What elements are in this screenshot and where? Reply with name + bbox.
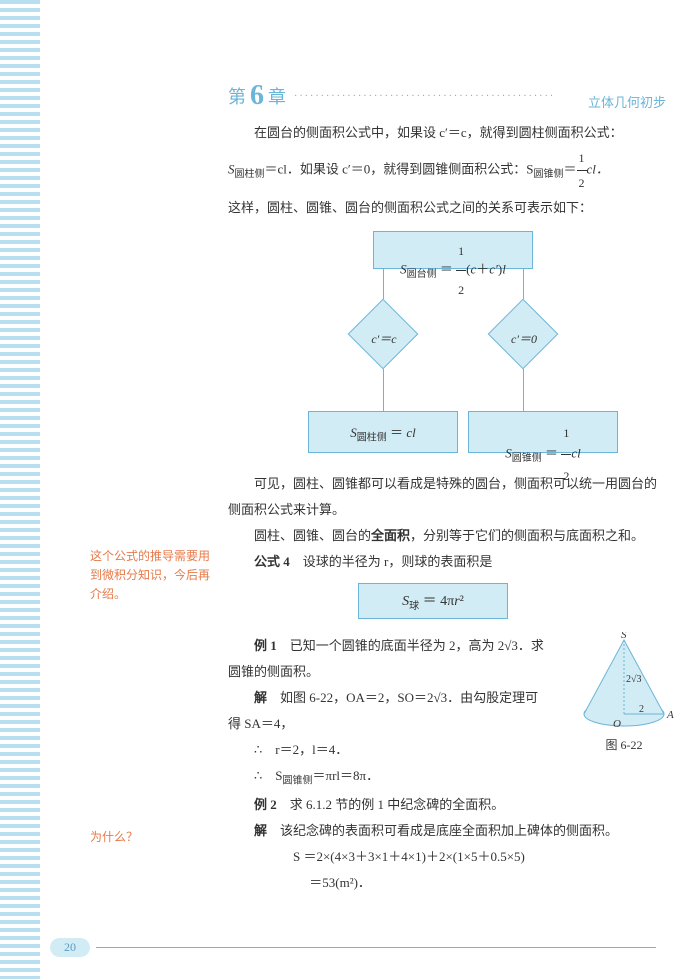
diagram-top-box: S圆台侧 ＝ 12(c＋c′)l — [373, 231, 533, 269]
cone-figure: S O A 2√3 2 图 6-22 — [569, 632, 679, 753]
left-margin-stripes — [0, 0, 40, 979]
svg-text:2: 2 — [639, 704, 644, 715]
diamond-left-text: c′＝c — [354, 327, 414, 351]
diamond-right-text: c′＝0 — [494, 327, 554, 351]
chapter-suffix: 章 — [268, 83, 286, 109]
diagram-line — [523, 369, 524, 411]
example-2-calc-2: ＝53(m²)． — [228, 870, 658, 896]
figure-caption: 图 6-22 — [569, 736, 679, 753]
diagram-line — [383, 269, 384, 299]
chapter-header: 第 6 章 ··································… — [228, 80, 555, 112]
svg-text:S: S — [621, 632, 627, 641]
page-footer: 20 — [50, 938, 656, 957]
para-3: 这样，圆柱、圆锥、圆台的侧面积公式之间的关系可表示如下： — [228, 195, 658, 221]
para-4: 可见，圆柱、圆锥都可以看成是特殊的圆台，侧面积可以统一用圆台的侧面积公式来计算。 — [228, 471, 658, 523]
formula-4: 公式 4 设球的半径为 r，则球的表面积是 — [228, 549, 658, 575]
sphere-formula-box: S球 ＝ 4πr² — [358, 583, 508, 619]
page-number: 20 — [50, 938, 90, 957]
diagram-bottom-right: S圆锥侧 ＝ 12cl — [468, 411, 618, 453]
example-1-result-2: ∴ S圆锥侧＝πrl＝8π． — [228, 763, 658, 792]
svg-text:2√3: 2√3 — [626, 674, 642, 685]
svg-text:A: A — [666, 709, 674, 721]
para-2: S圆柱侧＝cl．如果设 c′＝0，就得到圆锥侧面积公式：S圆锥侧＝12cl． — [228, 146, 658, 195]
cone-svg: S O A 2√3 2 — [569, 632, 679, 732]
margin-note-why: 为什么？ — [90, 828, 138, 845]
example-1-solution: 解 如图 6-22，OA＝2，SO＝2√3．由勾股定理可得 SA＝4， — [228, 685, 548, 737]
example-2-calc-1: S ＝2×(4×3＋3×1＋4×1)＋2×(1×5＋0.5×5) — [228, 844, 658, 870]
main-content: 在圆台的侧面积公式中，如果设 c′＝c，就得到圆柱侧面积公式： S圆柱侧＝cl．… — [228, 120, 658, 896]
example-2-solution: 解 该纪念碑的表面积可看成是底座全面积加上碑体的侧面积。 — [228, 818, 658, 844]
chapter-prefix: 第 — [228, 83, 246, 109]
margin-note-calculus: 这个公式的推导需要用到微积分知识，今后再介绍。 — [90, 547, 210, 605]
diagram-bottom-left: S圆柱侧 ＝ cl — [308, 411, 458, 453]
formula-diagram: S圆台侧 ＝ 12(c＋c′)l c′＝c c′＝0 S圆柱侧 ＝ cl S圆锥… — [278, 231, 618, 461]
diagram-line — [383, 369, 384, 411]
example-2: 例 2 求 6.1.2 节的例 1 中纪念碑的全面积。 — [228, 792, 658, 818]
para-1: 在圆台的侧面积公式中，如果设 c′＝c，就得到圆柱侧面积公式： — [228, 120, 658, 146]
chapter-number: 6 — [250, 80, 264, 112]
para-5: 圆柱、圆锥、圆台的全面积，分别等于它们的侧面积与底面积之和。 — [228, 523, 658, 549]
header-dots: ········································… — [294, 91, 555, 102]
svg-text:O: O — [613, 718, 621, 730]
footer-line — [96, 947, 656, 948]
section-title: 立体几何初步 — [588, 92, 666, 111]
example-1: 例 1 已知一个圆锥的底面半径为 2，高为 2√3．求圆锥的侧面积。 — [228, 633, 548, 685]
diagram-line — [523, 269, 524, 299]
